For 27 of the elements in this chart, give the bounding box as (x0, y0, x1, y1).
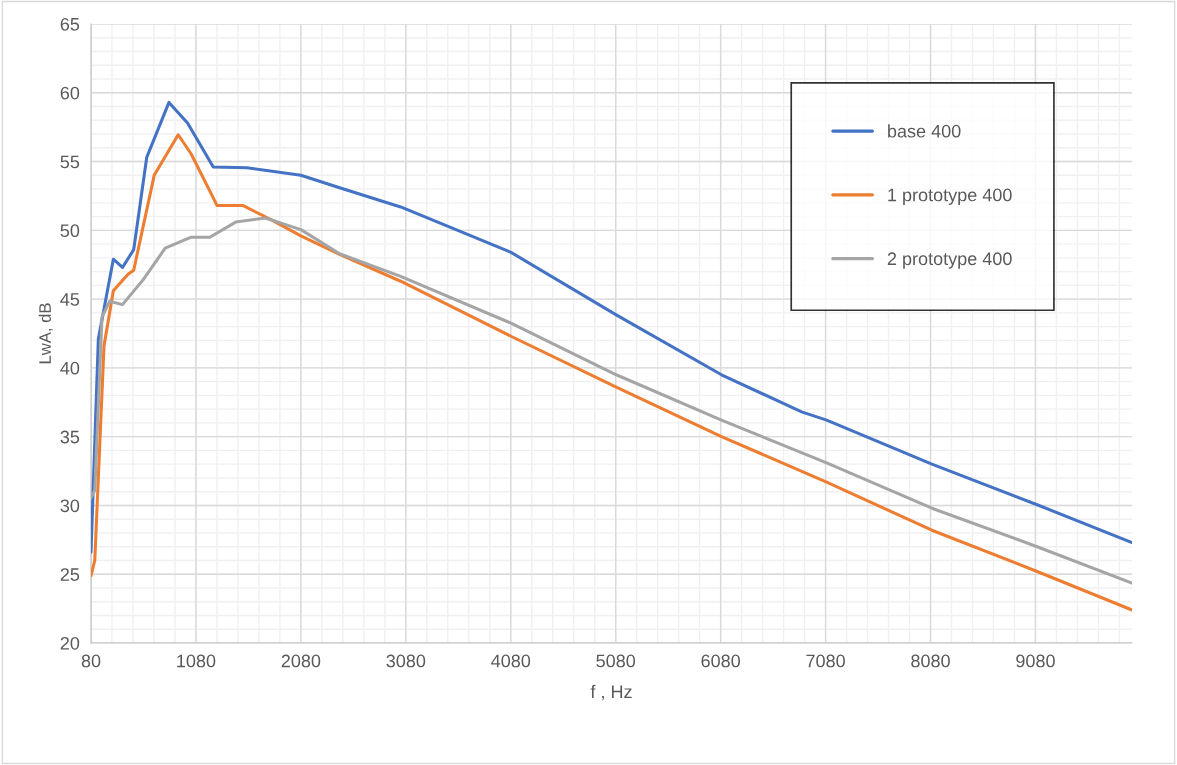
x-tick-label: 3080 (386, 654, 426, 668)
legend-label: 2 prototype 400 (887, 252, 1012, 269)
x-tick-label: 1080 (177, 654, 216, 668)
y-tick-label: 40 (60, 361, 80, 375)
y-tick-label: 55 (60, 155, 80, 169)
x-tick-label: 80 (81, 654, 101, 668)
x-tick-label: 9080 (1016, 654, 1055, 668)
y-tick-label: 25 (60, 568, 80, 581)
legend-label: 1 prototype 400 (888, 188, 1012, 205)
x-axis-title: f , Hz (590, 684, 632, 701)
x-tick-label: 4080 (491, 654, 531, 668)
y-tick-label: 30 (60, 499, 80, 513)
y-tick-label: 65 (60, 17, 80, 31)
x-tick-label: 2080 (281, 654, 321, 668)
legend-label: base 400 (888, 124, 961, 138)
y-axis-title: LwA, dB (38, 303, 53, 364)
x-tick-label: 6080 (701, 654, 741, 668)
y-tick-label: 60 (60, 86, 80, 100)
x-tick-label: 8080 (911, 654, 950, 668)
y-tick-label: 45 (60, 293, 80, 306)
line-series (91, 216, 1132, 585)
x-tick-label: 7080 (806, 654, 845, 668)
y-tick-label: 50 (60, 224, 80, 238)
x-tick-label: 5080 (596, 654, 636, 668)
y-tick-label: 20 (60, 636, 80, 650)
y-tick-label: 35 (60, 430, 80, 444)
line-series (91, 100, 1132, 554)
